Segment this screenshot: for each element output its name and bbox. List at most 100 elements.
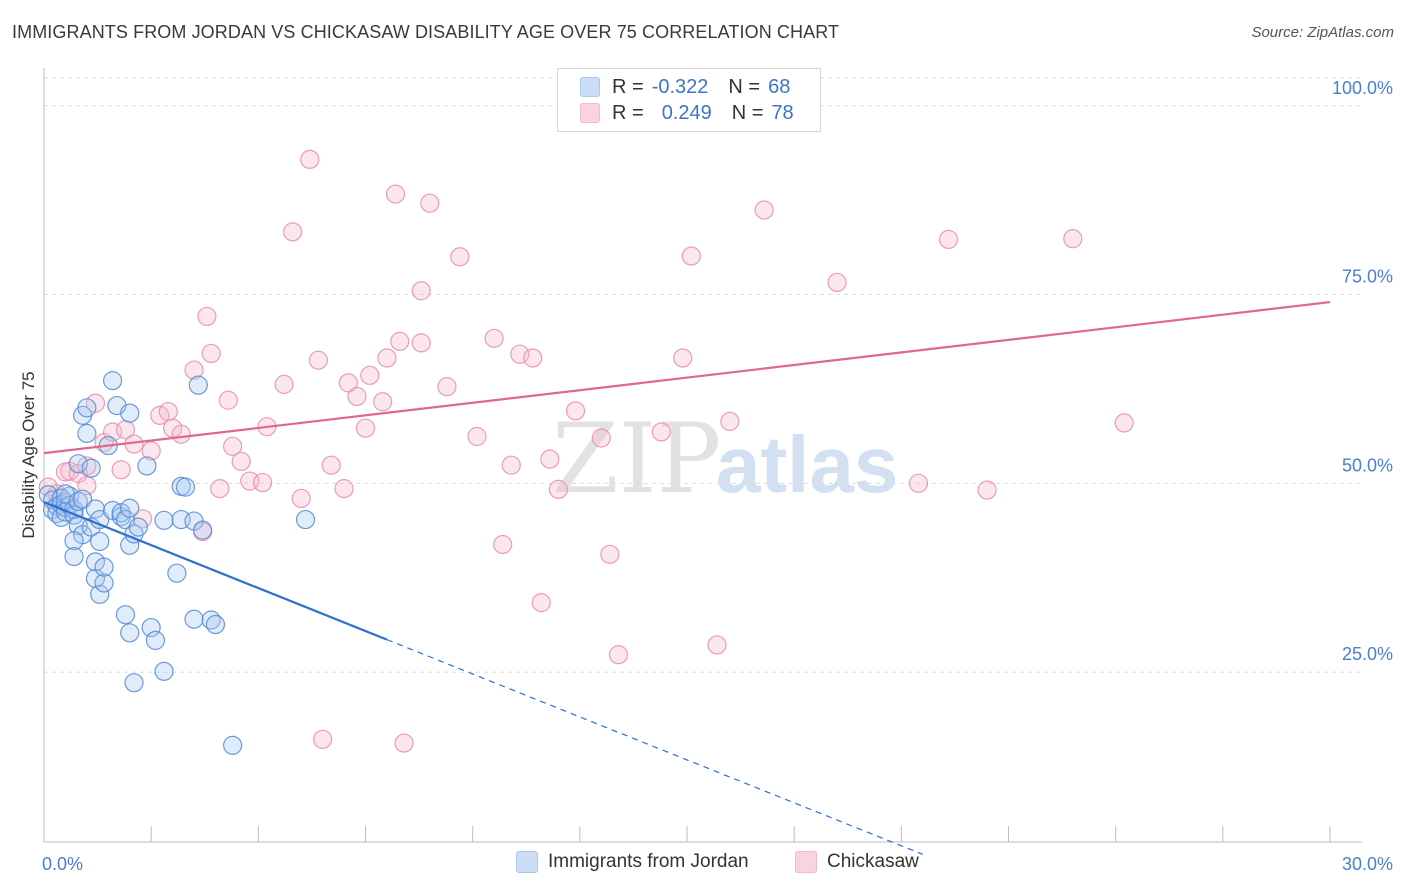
jordan-point [124,673,144,693]
legend-n-value: 68 [768,75,791,98]
watermark-atlas: atlas [716,420,898,509]
legend-swatch-chickasaw [580,103,600,123]
jordan-point [175,477,196,497]
chickasaw-point [390,331,410,351]
jordan-point [154,510,174,530]
jordan-point [68,454,88,474]
legend-n-label: N = [731,101,764,124]
chickasaw-point [111,460,131,480]
jordan-point [193,520,213,540]
chickasaw-point [223,436,243,456]
jordan-point [94,557,114,577]
y-tick-label: 25.0% [1342,644,1393,664]
chickasaw-point [501,455,521,475]
legend-item-chickasaw: Chickasaw [795,851,919,873]
jordan-point [77,398,97,418]
chickasaw-point [360,365,380,385]
jordan-point [205,614,226,635]
jordan-point [295,509,316,530]
chickasaw-point [253,472,273,493]
chickasaw-point [1114,413,1134,433]
chickasaw-point [1063,229,1083,249]
jordan-point [77,423,97,444]
legend-swatch-jordan [516,851,538,873]
chickasaw-point [373,392,393,412]
chickasaw-point [437,377,457,397]
x-tick-label: 30.0% [1342,854,1393,874]
chickasaw-point [938,229,959,250]
chickasaw-point [218,390,238,410]
chickasaw-point [510,344,530,364]
chickasaw-point [411,333,431,353]
chickasaw-point [827,272,847,293]
jordan-point [137,456,157,476]
chickasaw-point [171,424,191,444]
jordan-point [145,630,166,650]
legend-row-jordan: R = -0.322 N = 68 [580,75,790,99]
y-tick-label: 50.0% [1342,455,1393,475]
chickasaw-point [681,246,701,266]
chickasaw-point [484,328,504,348]
legend-item-jordan: Immigrants from Jordan [516,851,749,873]
legend-r-label: R = [612,75,644,98]
chickasaw-point [540,449,560,469]
chickasaw-point [673,348,693,368]
legend-r-value: 0.249 [661,101,712,124]
jordan-point [90,584,110,604]
legend-n-value: 78 [771,101,794,124]
trend-lines [43,300,1331,855]
legend-swatch-chickasaw [795,851,817,873]
chickasaw-point [420,193,440,213]
chickasaw-point [308,350,328,370]
jordan-point [120,498,140,518]
chickasaw-point [321,455,341,475]
jordan-point [94,573,114,593]
legend-label-chickasaw: Chickasaw [827,851,919,872]
x-tick-label: 0.0% [42,854,83,874]
chickasaw-point [608,645,629,665]
stats-legend: R = -0.322 N = 68 R = 0.249 N = 78 [557,68,821,132]
chickasaw-point [300,149,320,169]
chickasaw-point [338,373,358,393]
jordan-trend-line [43,501,388,641]
jordan-point [115,605,136,625]
y-axis-label: Disability Age Over 75 [19,371,38,538]
legend-r-value: -0.322 [651,75,709,98]
chickasaw-point [493,534,513,555]
chickasaw-trend-line [43,300,1331,455]
jordan-point [90,531,110,552]
x-tick-labels: 0.0% 30.0% [42,854,1393,874]
jordan-point [141,617,161,638]
watermark-zip: ZIP [552,403,721,515]
jordan-point [120,623,140,643]
chickasaw-point [385,184,406,204]
chickasaw-point [201,343,221,364]
chickasaw-point [347,386,367,407]
jordan-point [154,661,174,681]
jordan-point [128,517,148,537]
chickasaw-point [908,473,929,493]
chickasaw-point [720,411,740,431]
chickasaw-point [377,348,397,368]
chickasaw-point [291,488,311,509]
chart-title: IMMIGRANTS FROM JORDAN VS CHICKASAW DISA… [12,22,840,42]
series-legend: Immigrants from Jordan Chickasaw [0,851,1406,877]
legend-r-label: R = [612,101,644,124]
chickasaw-point [231,451,251,472]
legend-row-chickasaw: R = 0.249 N = 78 [580,101,794,125]
jordan-point [120,403,140,423]
legend-n-label: N = [728,75,761,98]
chickasaw-point [411,281,431,301]
chickasaw-point [210,479,230,499]
chickasaw-point [355,418,376,438]
jordan-point [188,375,208,395]
jordan-point [72,489,93,509]
chickasaw-point [523,348,543,368]
legend-label-jordan: Immigrants from Jordan [548,851,749,872]
chickasaw-point [197,306,217,327]
jordan-point [102,371,123,391]
chickasaw-point [754,200,774,220]
y-tick-label: 100.0% [1332,78,1393,98]
jordan-trend-extension [386,639,923,855]
